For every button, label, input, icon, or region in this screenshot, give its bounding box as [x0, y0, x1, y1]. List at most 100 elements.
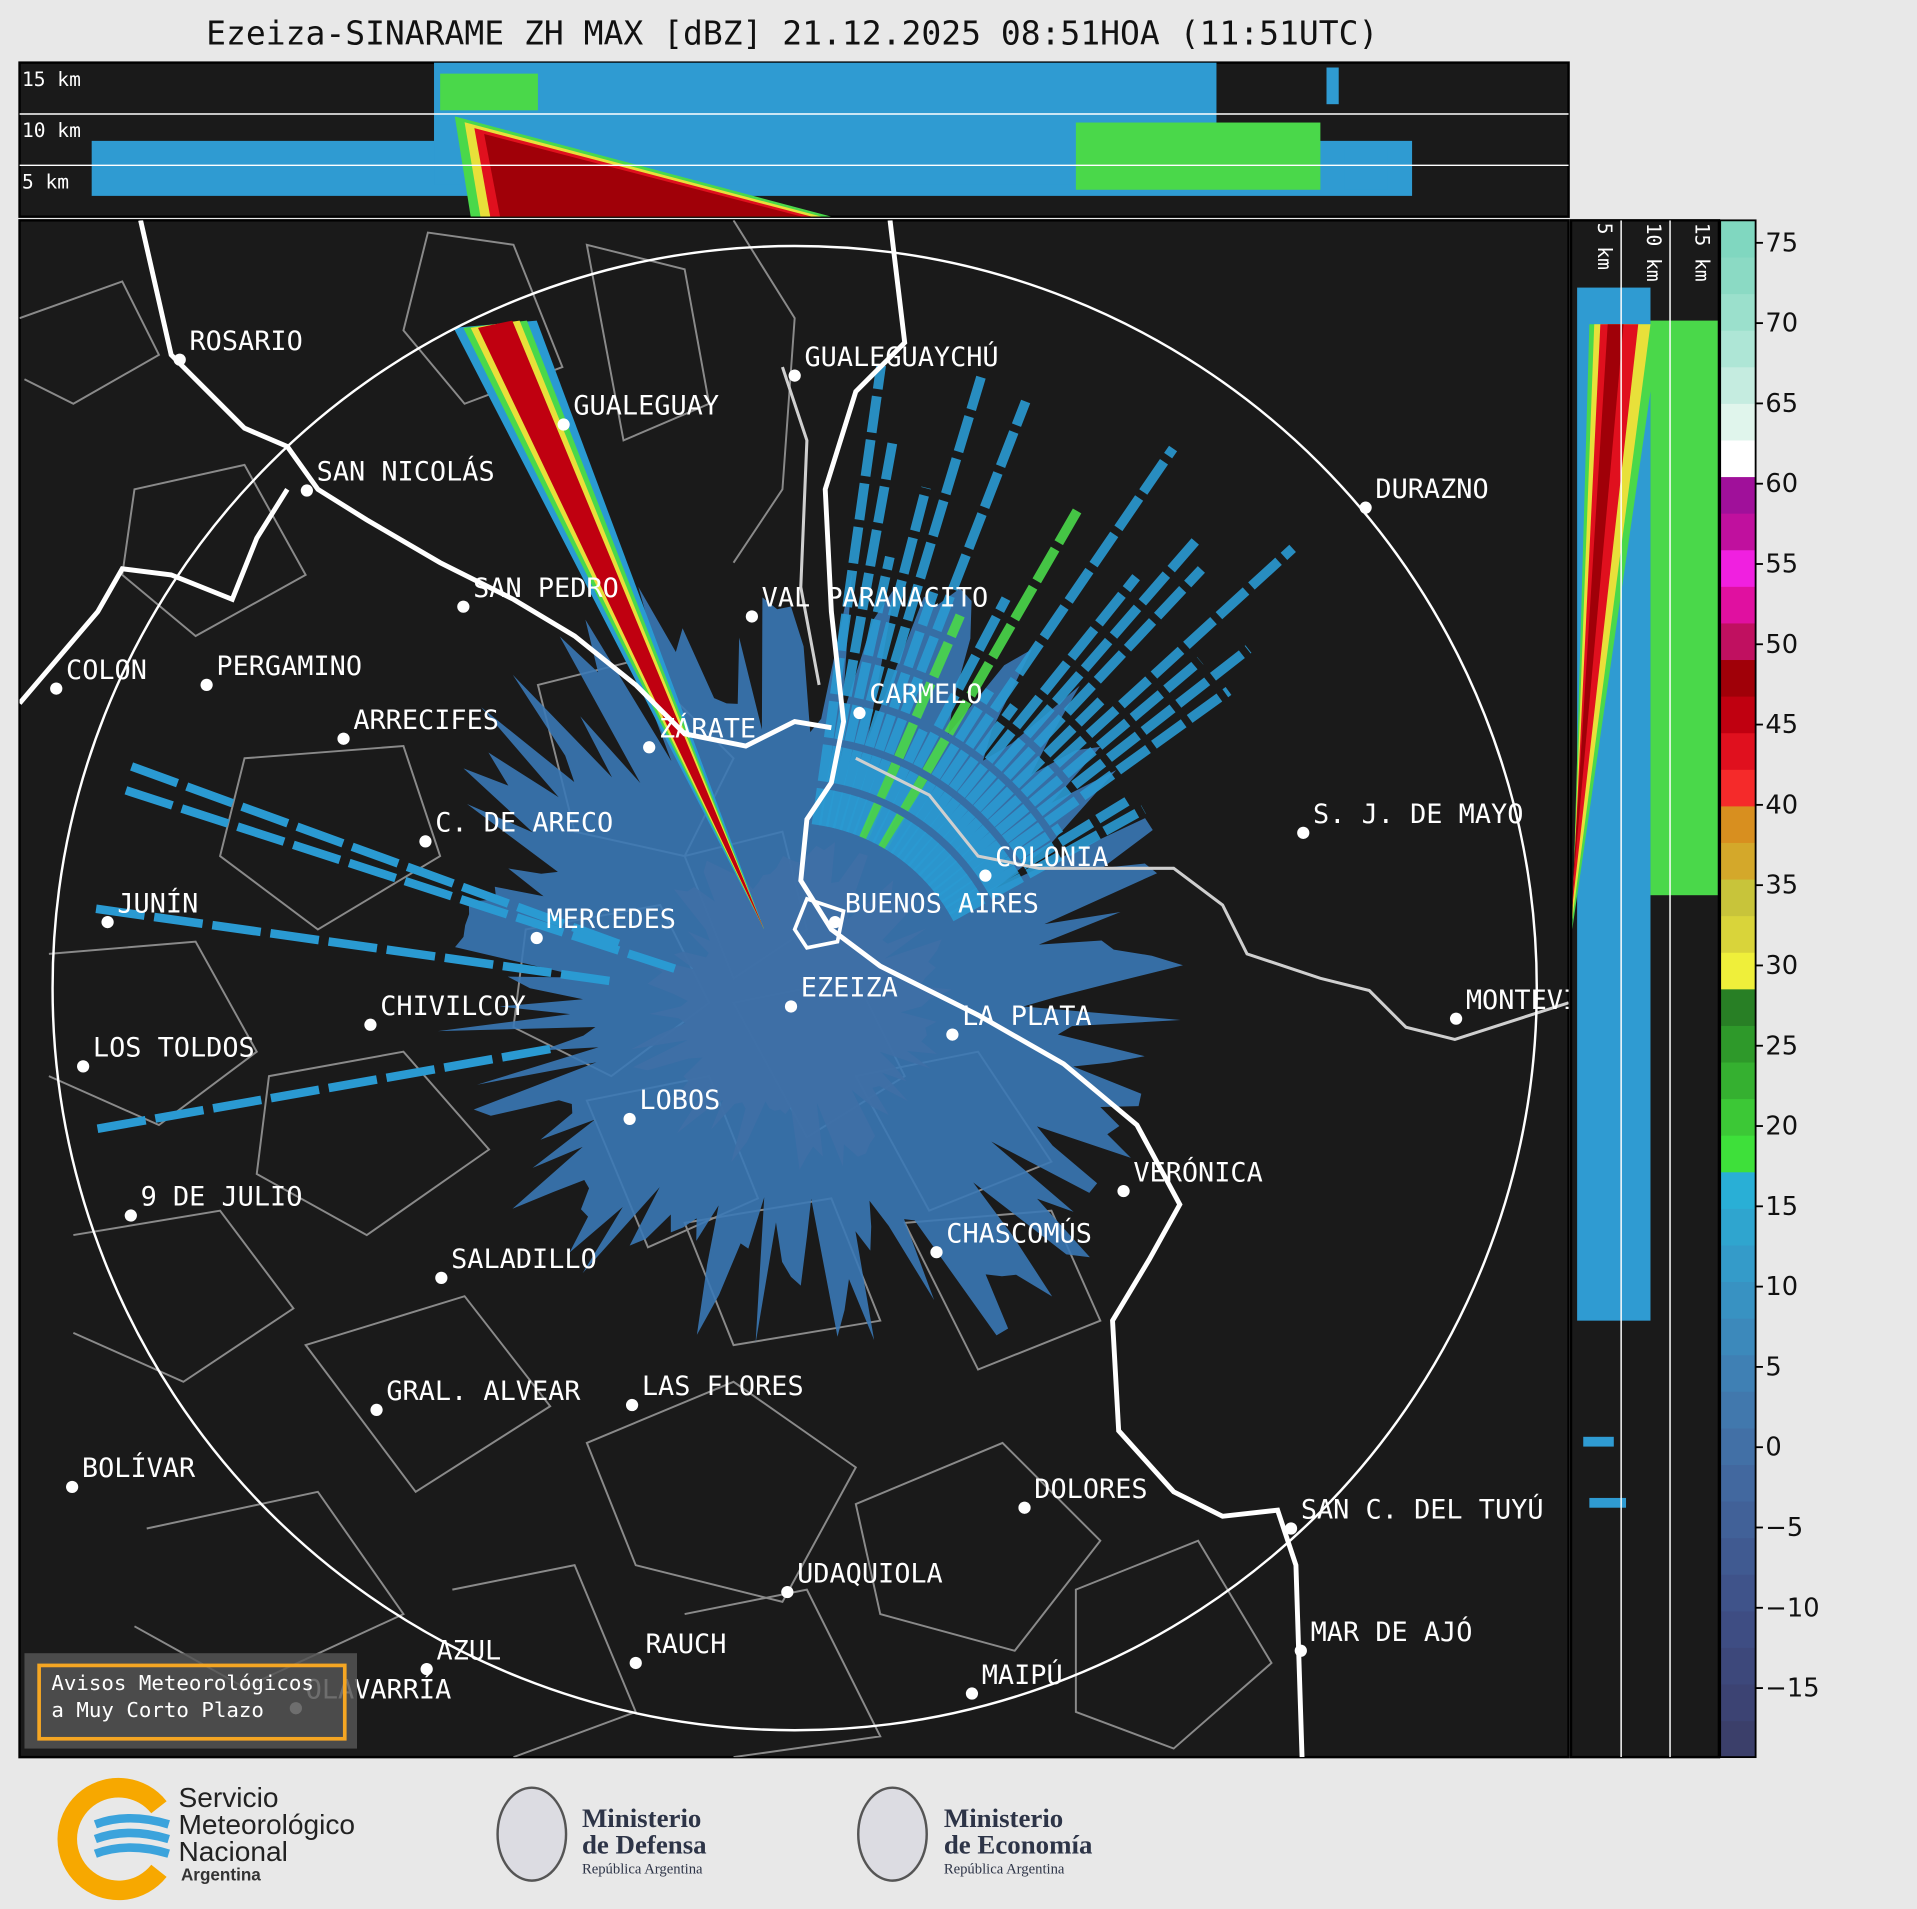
- logo-text: Ministerio: [944, 1803, 1063, 1833]
- colorbar-segment: [1720, 1427, 1756, 1466]
- city-label: LA PLATA: [962, 1001, 1091, 1032]
- city-marker: [965, 1687, 979, 1700]
- colorbar-frame: [1719, 219, 1757, 1759]
- colorbar-segment: [1720, 1244, 1756, 1283]
- notice-box: Avisos Meteorológicos a Muy Corto Plazo: [24, 1653, 357, 1749]
- echo-ray: [865, 728, 928, 844]
- map: ROSARIO GUALEGUAYCHÚ GUALEGUAY SAN NICOLÁS D…: [19, 220, 1628, 1758]
- coat-of-arms: [857, 1786, 928, 1882]
- city-label: LOS TOLDOS: [93, 1033, 255, 1064]
- echo-ray: [948, 805, 1146, 922]
- echo-section: [1650, 320, 1718, 896]
- colorbar-segment: [1720, 549, 1756, 587]
- city-label: SAN PEDRO: [473, 573, 619, 604]
- city-label: S. J. DE MAYO: [1313, 799, 1523, 830]
- city-marker: [557, 418, 570, 431]
- title: Ezeiza-SINARAME ZH MAX [dBZ] 21.12.2025 …: [206, 13, 1378, 52]
- colorbar-segment: [1720, 1025, 1756, 1063]
- uruguay-coast: [855, 756, 1569, 1042]
- echo-ray: [944, 797, 1130, 916]
- echo-section: [440, 73, 538, 111]
- colorbar-segment: [1720, 256, 1756, 295]
- colorbar-segment: [1720, 878, 1756, 917]
- notice-background: [24, 1653, 357, 1749]
- city-marker: [420, 1662, 433, 1676]
- colorbar-segment: [1720, 439, 1756, 478]
- city-label: LOBOS: [639, 1085, 720, 1116]
- city-marker: [853, 706, 866, 720]
- city-label: VERÓNICA: [1133, 1156, 1262, 1188]
- echo-section: [1589, 1497, 1627, 1508]
- colorbar-segment: [1720, 1135, 1756, 1173]
- colorbar-segment: [1720, 988, 1756, 1026]
- city-label: COLONIA: [995, 842, 1108, 873]
- colorbar-segment: [1720, 696, 1756, 734]
- colorbar-tick-label: 5: [1765, 1352, 1781, 1382]
- city-marker: [300, 484, 313, 497]
- city-label: UDAQUIOLA: [797, 1558, 943, 1589]
- city-label: MAIPÚ: [982, 1659, 1063, 1691]
- city-label: GRAL. ALVEAR: [386, 1376, 581, 1407]
- colorbar-segment: [1720, 586, 1756, 624]
- colorbar-segment: [1720, 1574, 1756, 1612]
- city-label: ZÁRATE: [659, 712, 756, 744]
- city-label: MERCEDES: [546, 904, 675, 935]
- city-marker: [623, 1112, 636, 1126]
- city-label: MONTEVIDEO: [1466, 985, 1628, 1016]
- colorbar-segment: [1720, 1647, 1756, 1685]
- city-label: SALADILLO: [451, 1244, 597, 1275]
- city-label: LAS FLORES: [642, 1371, 804, 1402]
- logo-text: de Defensa: [582, 1830, 707, 1860]
- city-label: CARMELO: [869, 679, 982, 710]
- colorbar-segment: [1720, 732, 1756, 770]
- city-label: JUNÍN: [117, 887, 198, 919]
- echo-ray: [878, 504, 1084, 851]
- logo-economia: Ministerio de Economía República Argenti…: [857, 1786, 1093, 1882]
- echo-ray: [907, 532, 1204, 872]
- colorbar-tick-label: −10: [1765, 1593, 1819, 1623]
- colorbar-segment: [1720, 1683, 1756, 1722]
- echo-ray: [912, 566, 1205, 877]
- height-label: 15 km: [1691, 223, 1714, 282]
- city-label: SAN NICOLÁS: [317, 456, 495, 488]
- range-ring: [51, 244, 1539, 1732]
- height-label: 10 km: [22, 119, 81, 142]
- city-marker: [1359, 501, 1372, 514]
- echo-ray: [884, 687, 995, 854]
- coast-and-rivers: [19, 220, 1305, 1758]
- colorbar-tick-label: 45: [1765, 710, 1798, 740]
- city-label: PERGAMINO: [216, 651, 362, 682]
- colorbar-segment: [1720, 366, 1756, 404]
- echo-ray: [846, 590, 939, 835]
- city-marker: [1294, 1644, 1307, 1657]
- city-label: GUALEGUAY: [573, 391, 719, 422]
- echo-streak: [453, 320, 765, 930]
- colorbar-segment: [1720, 1354, 1756, 1392]
- height-label: 10 km: [1642, 223, 1665, 282]
- city-marker: [930, 1246, 943, 1259]
- logo-text: Ministerio: [582, 1803, 701, 1833]
- city-marker: [946, 1028, 959, 1041]
- echo-ray: [927, 656, 1204, 892]
- logo-subtext: Argentina: [181, 1866, 261, 1885]
- height-label: 15 km: [22, 68, 81, 91]
- city-marker: [788, 369, 801, 382]
- notice-line: a Muy Corto Plazo: [51, 1698, 264, 1722]
- city-marker: [1284, 1522, 1298, 1535]
- echo-ray: [91, 1044, 551, 1134]
- colorbar-tick-label: 20: [1765, 1112, 1798, 1142]
- city-label: GUALEGUAYCHÚ: [804, 341, 998, 373]
- colorbar-tick-label: 10: [1765, 1272, 1798, 1302]
- colorbar-tick-label: 40: [1765, 790, 1798, 820]
- colorbar-segment: [1720, 952, 1756, 990]
- side-section: 5 km 10 km 15 km: [1572, 220, 1718, 1758]
- city-label: 9 DE JULIO: [141, 1182, 303, 1213]
- city-marker: [1117, 1184, 1130, 1198]
- echo-section: [1075, 122, 1321, 190]
- echo-ray: [890, 445, 1178, 858]
- colorbar-segment: [1720, 842, 1756, 880]
- echo-ray: [811, 364, 886, 826]
- logo-arc: [57, 1777, 167, 1901]
